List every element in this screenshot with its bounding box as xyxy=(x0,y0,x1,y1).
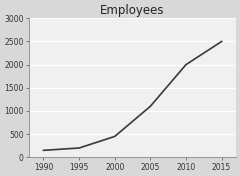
Title: Employees: Employees xyxy=(100,4,165,17)
